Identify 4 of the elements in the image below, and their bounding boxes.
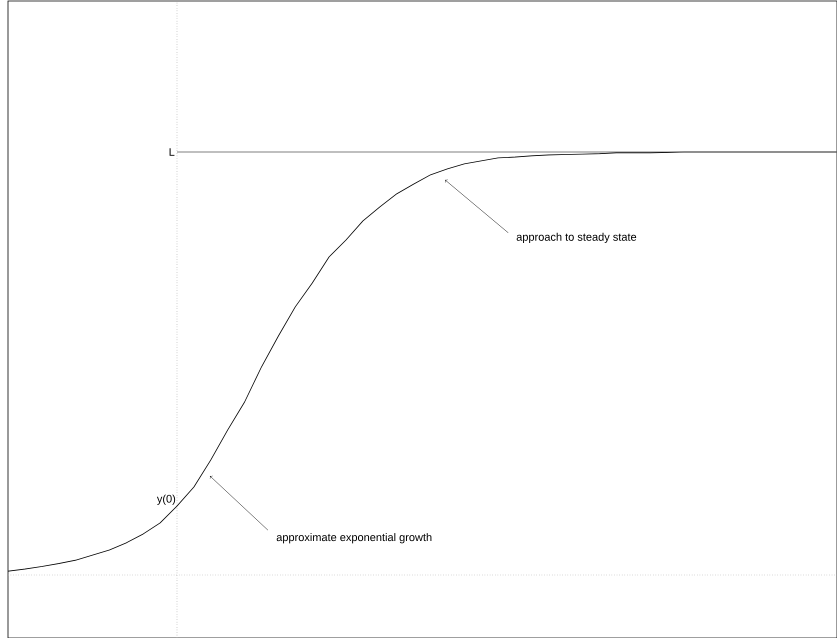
ref-line-label: L: [170, 148, 174, 156]
annotation: approach to steady state: [516, 232, 636, 243]
annotation: y(0): [156, 494, 176, 505]
annotation: approximate exponential growth: [276, 533, 432, 544]
